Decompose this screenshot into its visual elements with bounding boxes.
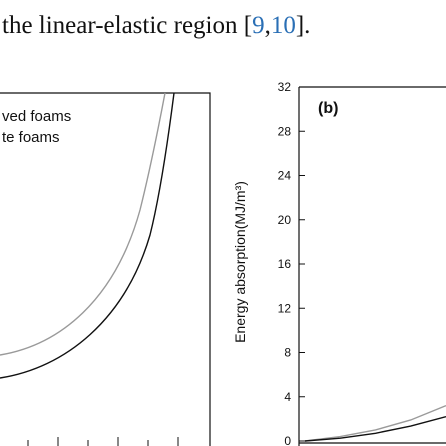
y-tick-label: 20 <box>278 213 292 227</box>
panel-b-series-1-line <box>304 404 446 442</box>
panel-b: (b) Energy absorption(MJ/m³) 0 4 8 12 16 20 24… <box>232 80 446 446</box>
y-tick-label: 4 <box>284 390 291 404</box>
panel-a: ved foams te foams <box>0 92 211 446</box>
y-tick-label: 24 <box>278 169 292 183</box>
sentence-after: ]. <box>295 12 311 39</box>
y-tick-label: 28 <box>278 124 292 138</box>
y-ticks: 0 4 8 12 16 20 24 28 32 <box>278 80 305 446</box>
y-tick-label: 32 <box>278 80 292 94</box>
citation-link-9[interactable]: 9 <box>252 12 265 39</box>
paper-text-line: the linear-elastic region [9,10]. <box>0 0 446 52</box>
legend-entry-2: te foams <box>2 129 60 146</box>
y-axis-label: Energy absorption(MJ/m³) <box>232 181 248 343</box>
panel-a-series-1-line <box>0 92 166 356</box>
panel-b-series-2-line <box>304 415 446 442</box>
panel-b-label: (b) <box>318 100 338 117</box>
y-tick-label: 0 <box>284 434 291 446</box>
panel-b-series <box>304 404 446 442</box>
legend-entry-1: ved foams <box>2 108 71 125</box>
y-tick-label: 12 <box>278 301 292 315</box>
panel-a-frame <box>0 92 211 446</box>
y-tick-label: 8 <box>284 346 291 360</box>
sentence-before: the linear-elastic region [ <box>2 12 253 39</box>
panel-a-series-2-line <box>0 92 175 379</box>
citation-link-10[interactable]: 10 <box>270 12 296 39</box>
y-tick-label: 16 <box>278 257 292 271</box>
citation-separator: , <box>264 12 271 39</box>
